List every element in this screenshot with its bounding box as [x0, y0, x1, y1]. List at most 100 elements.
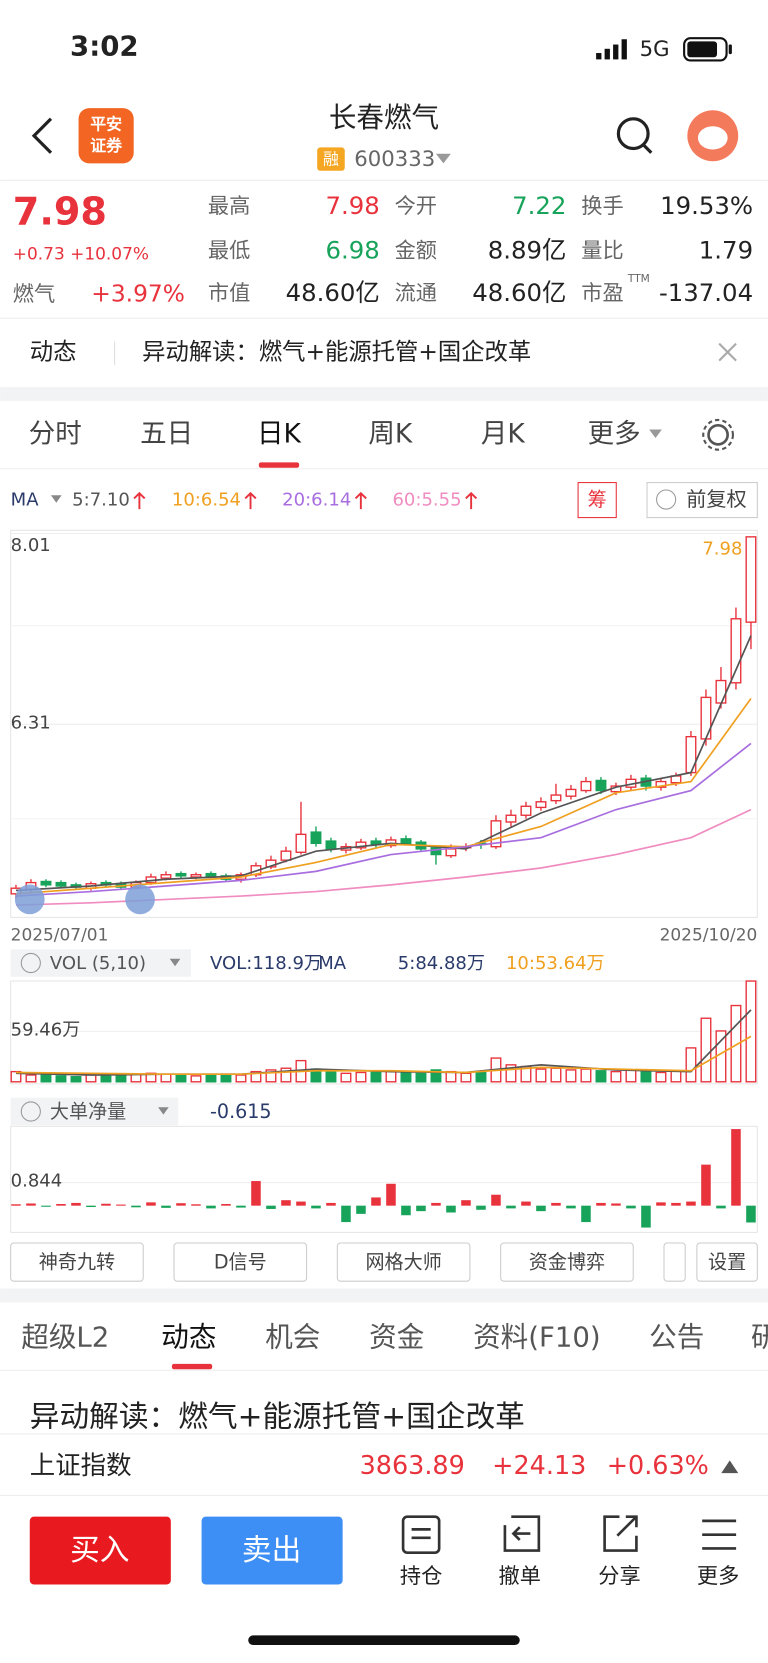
- volume-bar: [670, 1070, 682, 1083]
- quote-fields: 最高 7.98 今开 7.22 换手 19.53% 最低 6.98 金额 8.89亿 量比 1.79 市…: [208, 191, 753, 307]
- period-tab[interactable]: 分时: [29, 418, 82, 449]
- netflow-bar: [701, 1164, 711, 1206]
- tool-button[interactable]: [336, 1242, 471, 1282]
- buy-button[interactable]: [29, 1516, 171, 1585]
- candle-body: [40, 880, 52, 886]
- back-button[interactable]: [31, 117, 53, 154]
- vol-legend: 5:84.88万: [398, 953, 485, 974]
- news-text[interactable]: 异动解读：燃气+能源托管+国企改革: [142, 338, 531, 366]
- netflow-bar: [746, 1205, 756, 1223]
- netflow-bar: [506, 1205, 516, 1209]
- more-icon[interactable]: [702, 1519, 737, 1550]
- netflow-bar: [281, 1200, 291, 1206]
- bottom-tab[interactable]: 超级L2: [21, 1320, 109, 1353]
- netflow-bar: [656, 1202, 666, 1206]
- netflow-bar: [596, 1202, 606, 1206]
- volume-bar: [685, 1047, 697, 1083]
- bottom-tab[interactable]: 机会: [265, 1320, 320, 1353]
- field-label: 金额: [395, 238, 437, 263]
- volume-bar: [595, 1070, 607, 1083]
- netflow-frame: [10, 1125, 758, 1233]
- netflow-bar: [146, 1202, 156, 1206]
- netflow-bar: [11, 1204, 21, 1206]
- volume-bar: [325, 1070, 337, 1083]
- broker-logo[interactable]: [78, 108, 134, 164]
- candle-body: [535, 801, 547, 809]
- volume-bar: [700, 1017, 712, 1083]
- action-tool-label[interactable]: 分享: [598, 1564, 640, 1589]
- candle-body: [280, 850, 292, 861]
- volume-bar: [355, 1071, 367, 1083]
- tool-button[interactable]: [663, 1242, 686, 1282]
- scroll-handle[interactable]: [125, 884, 155, 915]
- period-tab[interactable]: 周K: [368, 418, 413, 449]
- action-tool-label[interactable]: 更多: [697, 1564, 739, 1589]
- ma-dropdown[interactable]: [50, 495, 62, 503]
- sector-change: +3.97%: [91, 279, 185, 307]
- period-tab[interactable]: 日K: [257, 418, 302, 449]
- bottom-tab[interactable]: 资料(F10): [473, 1320, 601, 1353]
- code-dropdown[interactable]: [435, 153, 451, 164]
- field-label: 最高: [208, 194, 250, 219]
- index-bar[interactable]: [0, 1433, 768, 1496]
- netflow-bar: [386, 1183, 396, 1206]
- bottom-tab[interactable]: 公告: [649, 1320, 704, 1353]
- sell-button[interactable]: [201, 1516, 343, 1585]
- netflow-bar: [716, 1205, 726, 1209]
- candle-body: [505, 814, 517, 823]
- netflow-current: -0.615: [210, 1100, 272, 1123]
- volume-bar: [400, 1071, 412, 1083]
- tool-button[interactable]: [696, 1242, 758, 1282]
- bottom-tab[interactable]: 动态: [161, 1320, 216, 1353]
- candle-body: [295, 833, 307, 853]
- volume-bar: [175, 1074, 187, 1083]
- action-tool-label[interactable]: 持仓: [400, 1564, 442, 1589]
- share-icon[interactable]: [603, 1515, 638, 1552]
- settings-gear[interactable]: [707, 423, 729, 446]
- search-button[interactable]: [616, 117, 650, 151]
- cancel-icon[interactable]: [503, 1515, 541, 1552]
- adjust-button[interactable]: [646, 482, 758, 519]
- bottom-tab[interactable]: 资金: [369, 1320, 424, 1353]
- field-value: 6.98: [325, 235, 379, 264]
- ma-line: [15, 808, 752, 906]
- position-icon[interactable]: [401, 1515, 441, 1555]
- kline-chart: 8.01 6.31 7.98 2025/07/01 2025/10/20: [10, 532, 757, 944]
- volume-bar: [100, 1074, 112, 1083]
- field-value: 7.98: [325, 191, 379, 220]
- chip-button[interactable]: [577, 482, 617, 519]
- vol-legend: MA: [318, 953, 347, 974]
- close-news[interactable]: [718, 342, 737, 362]
- netflow-bar: [251, 1181, 261, 1206]
- volume-bar: [460, 1072, 472, 1083]
- netflow-bar: [176, 1203, 186, 1206]
- netflow-bar: [266, 1205, 276, 1209]
- bottom-tab[interactable]: 研: [751, 1320, 768, 1353]
- separator: [0, 387, 768, 401]
- expand-arrow[interactable]: [721, 1460, 739, 1474]
- news-tag: 动态: [30, 338, 77, 366]
- period-tab[interactable]: 更多: [588, 418, 641, 449]
- netflow-bar: [641, 1205, 651, 1228]
- netflow-indicator-box[interactable]: [10, 1097, 179, 1126]
- tool-button[interactable]: [10, 1242, 144, 1282]
- tool-button[interactable]: [173, 1242, 308, 1282]
- headline[interactable]: 异动解读：燃气+能源托管+国企改革: [30, 1400, 525, 1435]
- netflow-bar: [476, 1205, 486, 1210]
- candle-body: [55, 881, 67, 887]
- last-price-label: 7.98: [702, 538, 742, 559]
- netflow-bar: [116, 1204, 126, 1206]
- separator: [0, 1288, 768, 1303]
- volume-bar: [280, 1067, 292, 1083]
- tool-icons: [401, 1515, 737, 1555]
- candle-body: [520, 805, 532, 816]
- volume-bar: [430, 1069, 442, 1083]
- tool-button[interactable]: [500, 1242, 634, 1282]
- period-tab[interactable]: 月K: [481, 418, 526, 449]
- action-tool-label[interactable]: 撤单: [499, 1564, 541, 1589]
- volume-bar: [55, 1075, 67, 1083]
- volume-bar: [415, 1072, 427, 1083]
- period-tab[interactable]: 五日: [140, 418, 193, 449]
- scroll-handle[interactable]: [14, 884, 45, 915]
